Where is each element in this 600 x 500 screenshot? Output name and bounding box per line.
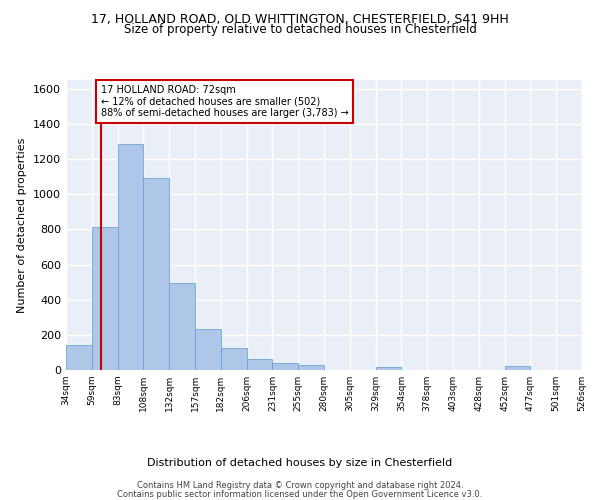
Bar [195, 328, 221, 370]
Bar [118, 144, 143, 370]
Bar [66, 346, 92, 370]
Text: 17 HOLLAND ROAD: 72sqm
← 12% of detached houses are smaller (502)
88% of semi-de: 17 HOLLAND ROAD: 72sqm ← 12% of detached… [101, 86, 349, 118]
Text: Size of property relative to detached houses in Chesterfield: Size of property relative to detached ho… [124, 22, 476, 36]
Bar [505, 366, 530, 370]
Y-axis label: Number of detached properties: Number of detached properties [17, 138, 28, 312]
Bar [298, 366, 324, 370]
Bar [169, 283, 195, 370]
Text: 17, HOLLAND ROAD, OLD WHITTINGTON, CHESTERFIELD, S41 9HH: 17, HOLLAND ROAD, OLD WHITTINGTON, CHEST… [91, 12, 509, 26]
Bar [272, 364, 298, 370]
Bar [92, 227, 118, 370]
Bar [376, 367, 401, 370]
Bar [143, 178, 169, 370]
Text: Distribution of detached houses by size in Chesterfield: Distribution of detached houses by size … [148, 458, 452, 468]
Text: Contains public sector information licensed under the Open Government Licence v3: Contains public sector information licen… [118, 490, 482, 499]
Bar [247, 358, 272, 370]
Bar [221, 348, 247, 370]
Text: Contains HM Land Registry data © Crown copyright and database right 2024.: Contains HM Land Registry data © Crown c… [137, 481, 463, 490]
